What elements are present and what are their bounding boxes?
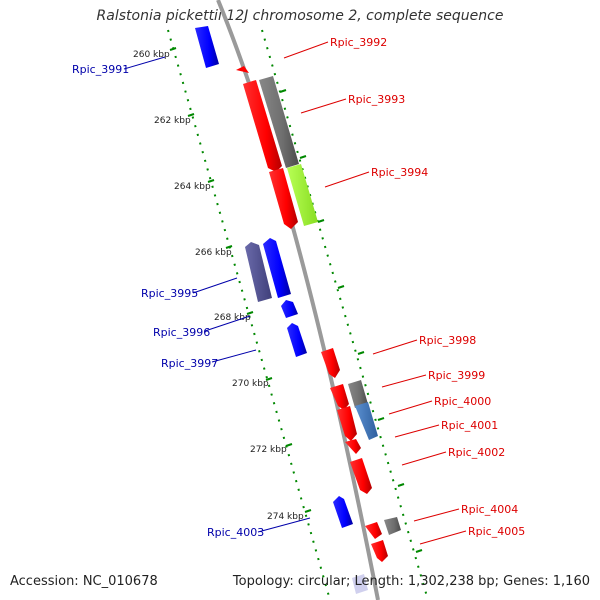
label-rpic-4004[interactable]: Rpic_4004 — [461, 503, 518, 516]
gene-rpic-4002[interactable] — [350, 458, 372, 494]
gene-rpic-3994b[interactable] — [287, 164, 318, 226]
label-rpic-4003[interactable]: Rpic_4003 — [207, 526, 264, 539]
label-rpic-3992[interactable]: Rpic_3992 — [330, 36, 387, 49]
label-rpic-4001[interactable]: Rpic_4001 — [441, 419, 498, 432]
kbp-label-262: 262 kbp — [154, 116, 191, 126]
map-title: Ralstonia pickettii 12J chromosome 2, co… — [96, 8, 504, 24]
gene-rpic-4004[interactable] — [365, 522, 382, 539]
chromosome-backbone — [216, 0, 380, 600]
label-connectors — [123, 41, 467, 545]
gene-rpic-3999[interactable] — [330, 384, 349, 410]
label-rpic-3996[interactable]: Rpic_3996 — [153, 326, 210, 339]
label-rpic-4002[interactable]: Rpic_4002 — [448, 446, 505, 459]
kbp-label-272: 272 kbp — [250, 445, 287, 455]
gene-rpic-3999b[interactable] — [348, 380, 368, 408]
gene-partial-bottom — [352, 574, 368, 594]
gene-rpic-3996[interactable] — [281, 300, 298, 318]
label-rpic-3995[interactable]: Rpic_3995 — [141, 287, 198, 300]
label-rpic-4000[interactable]: Rpic_4000 — [434, 395, 491, 408]
topology-summary: Topology: circular; Length: 1,302,238 bp… — [232, 574, 590, 589]
kbp-label-264: 264 kbp — [174, 182, 211, 192]
label-rpic-3999[interactable]: Rpic_3999 — [428, 369, 485, 382]
gene-rpic-3995b[interactable] — [263, 238, 291, 298]
kbp-label-266: 266 kbp — [195, 248, 232, 258]
gene-rpic-4001[interactable] — [355, 402, 378, 440]
label-rpic-3994[interactable]: Rpic_3994 — [371, 166, 428, 179]
label-rpic-3998[interactable]: Rpic_3998 — [419, 334, 476, 347]
gene-rpic-3994[interactable] — [269, 168, 298, 229]
gene-rpic-3997[interactable] — [287, 323, 307, 357]
gene-rpic-3993b[interactable] — [259, 76, 299, 168]
kbp-label-274: 274 kbp — [267, 512, 304, 522]
gene-rpic-4003[interactable] — [333, 496, 353, 528]
kbp-label-260: 260 kbp — [133, 50, 170, 60]
gene-rpic-3992[interactable] — [236, 66, 249, 73]
accession-text: Accession: NC_010678 — [10, 574, 158, 589]
gene-rpic-3998[interactable] — [321, 348, 340, 378]
label-rpic-3993[interactable]: Rpic_3993 — [348, 93, 405, 106]
gene-rpic-3993[interactable] — [243, 80, 282, 172]
kbp-ticks — [169, 47, 423, 553]
gene-rpic-4004b[interactable] — [384, 517, 401, 535]
gene-rpic-4001b[interactable] — [345, 439, 361, 454]
label-rpic-3991[interactable]: Rpic_3991 — [72, 63, 129, 76]
gene-rpic-3991[interactable] — [195, 26, 219, 68]
kbp-label-270: 270 kbp — [232, 379, 269, 389]
gene-rpic-3995[interactable] — [245, 242, 272, 302]
gene-rpic-4000[interactable] — [337, 406, 357, 441]
label-rpic-3997[interactable]: Rpic_3997 — [161, 357, 218, 370]
label-rpic-4005[interactable]: Rpic_4005 — [468, 525, 525, 538]
kbp-label-268: 268 kbp — [214, 313, 251, 323]
gene-rpic-4005[interactable] — [371, 540, 388, 562]
